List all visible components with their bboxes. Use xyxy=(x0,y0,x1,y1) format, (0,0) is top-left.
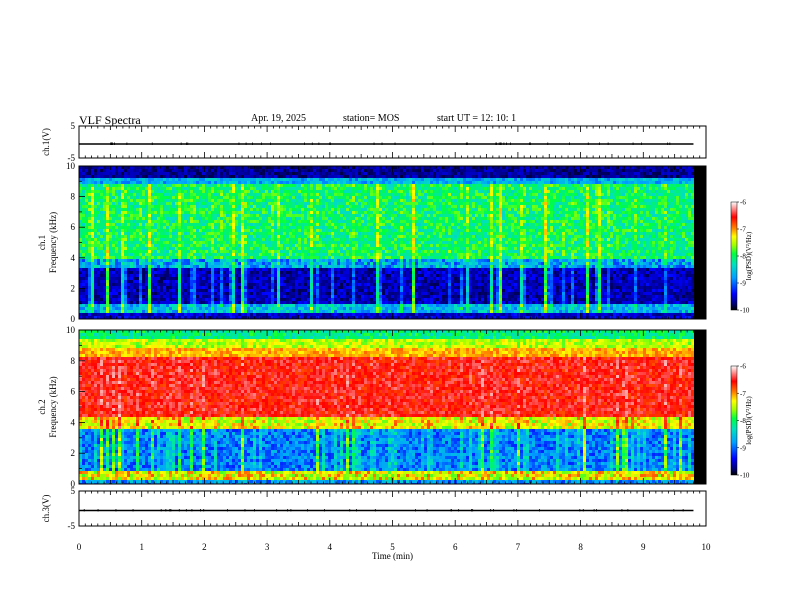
time-tick-label: 4 xyxy=(328,542,333,552)
ch2-spectrogram-ylabel: Frequency (kHz) xyxy=(48,376,58,437)
time-tick-label: 10 xyxy=(702,542,712,552)
ch3-voltage-ytick-label: -5 xyxy=(68,521,76,531)
time-tick-label: 7 xyxy=(516,542,521,552)
ch1-voltage-ytick-label: 5 xyxy=(71,121,76,131)
ch1-voltage-axes: 5 -5 ch.1(V) xyxy=(41,121,707,163)
ch2-spectrogram-axes: 0 2 4 6 8 10 ch.2 Frequency (kHz) -6 -7 -8 -9 -10 log… xyxy=(37,325,753,489)
ch1-spectrogram-ylabel: Frequency (kHz) xyxy=(48,212,58,273)
ch1-spectrogram-colorbar-tick: -9 xyxy=(740,280,746,288)
ch2-spectrogram-colorbar-tick: -8 xyxy=(740,417,746,425)
ch2-spectrogram-ytick-label: 8 xyxy=(71,356,76,366)
ch2-spectrogram-ytick-label: 10 xyxy=(66,325,76,335)
ch1-spectrogram-ytick-label: 0 xyxy=(71,314,76,324)
ch3-voltage-ylabel: ch.3(V) xyxy=(41,495,51,523)
station-label: station= MOS xyxy=(343,113,399,124)
ch1-spectrogram-colorbar-tick: -10 xyxy=(740,307,750,315)
ch1-spectrogram-axes: 0 2 4 6 8 10 ch.1 Frequency (kHz) -6 -7 -8 -9 -10 log… xyxy=(37,161,753,324)
ch1-voltage-ytick-label: -5 xyxy=(68,153,76,163)
ch1-spectrogram-colorbar-label: log(PSD)(V²/Hz) xyxy=(745,231,753,280)
ch1-spectrogram-colorbar xyxy=(730,201,738,311)
time-tick-label: 9 xyxy=(641,542,646,552)
ch1-spectrogram-ytick-label: 2 xyxy=(71,283,76,293)
ch1-spectrogram-colorbar-tick: -6 xyxy=(740,199,746,207)
ch2-spectrogram-colorbar xyxy=(730,365,738,476)
ch2-spectrogram-ytick-label: 2 xyxy=(71,448,76,458)
chart-title: VLF Spectra xyxy=(79,113,141,128)
ch2-spectrogram xyxy=(79,330,706,484)
ch1-spectrogram-ylabel: ch.1 xyxy=(37,235,47,250)
ch2-spectrogram-ytick-label: 0 xyxy=(71,479,76,489)
ch2-spectrogram-ytick-label: 4 xyxy=(71,417,76,427)
ch1-spectrogram xyxy=(79,166,706,319)
ch2-spectrogram-colorbar-tick: -9 xyxy=(740,444,746,452)
start-time-label: start UT = 12: 10: 1 xyxy=(437,113,516,124)
ch2-spectrogram-ylabel: ch.2 xyxy=(37,399,47,414)
ch3-voltage-ytick-label: 5 xyxy=(71,486,76,496)
ch2-spectrogram-colorbar-tick: -10 xyxy=(740,472,750,480)
ch2-spectrogram-colorbar-label: log(PSD)(V²/Hz) xyxy=(745,396,753,445)
time-axis-label: Time (min) xyxy=(372,551,413,561)
ch1-spectrogram-ytick-label: 8 xyxy=(71,192,76,202)
time-tick-label: 5 xyxy=(390,542,395,552)
time-tick-label: 6 xyxy=(453,542,458,552)
ch1-spectrogram-colorbar-tick: -7 xyxy=(740,226,746,234)
time-tick-label: 8 xyxy=(578,542,583,552)
time-axis: 0 1 2 3 4 5 6 7 8 9 10 Time (min) xyxy=(77,542,711,561)
ch2-spectrogram-colorbar-tick: -7 xyxy=(740,390,746,398)
time-tick-label: 3 xyxy=(265,542,270,552)
ch1-voltage-ylabel: ch.1(V) xyxy=(41,128,51,156)
time-tick-label: 2 xyxy=(202,542,207,552)
ch1-spectrogram-ytick-label: 6 xyxy=(71,222,76,232)
ch1-spectrogram-ytick-label: 10 xyxy=(66,161,76,171)
time-tick-label: 1 xyxy=(139,542,144,552)
ch1-spectrogram-colorbar-tick: -8 xyxy=(740,253,746,261)
ch2-spectrogram-ytick-label: 6 xyxy=(71,387,76,397)
ch1-spectrogram-ytick-label: 4 xyxy=(71,253,76,263)
ch2-spectrogram-colorbar-tick: -6 xyxy=(740,363,746,371)
time-tick-label: 0 xyxy=(77,542,82,552)
date-label: Apr. 19, 2025 xyxy=(251,113,306,124)
ch3-voltage-axes: 5 -5 ch.3(V) xyxy=(41,486,707,531)
